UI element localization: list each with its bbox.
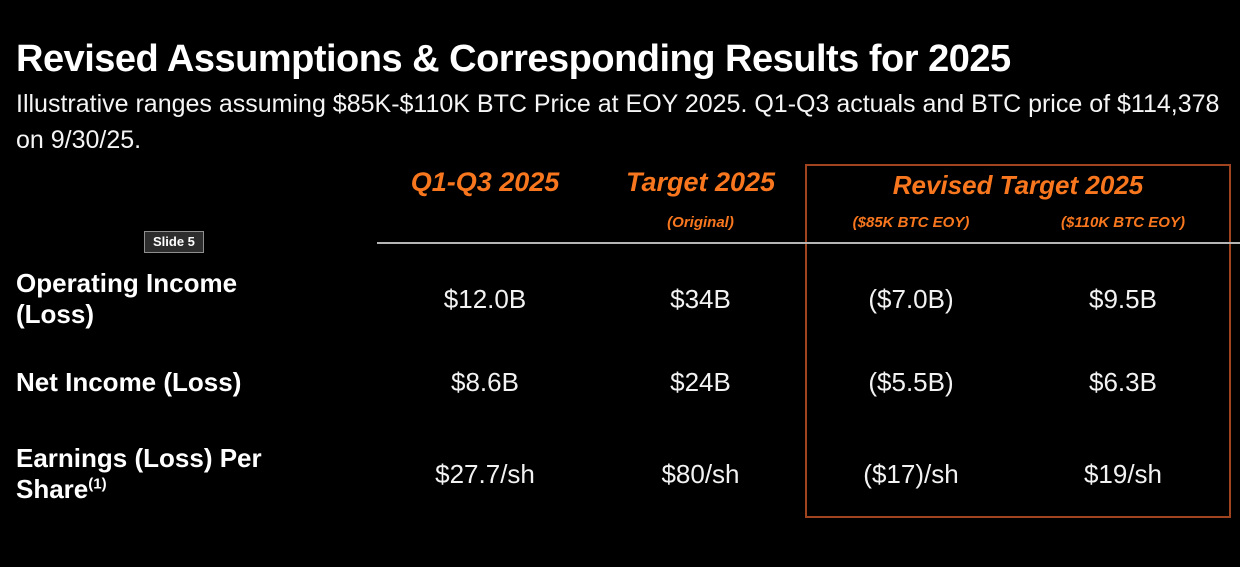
cell-operating-revised-110k: $9.5B: [1089, 283, 1157, 314]
row-label-earnings-per-share: Earnings (Loss) Per Share(1): [0, 443, 316, 505]
cell-net-revised-110k: $6.3B: [1089, 366, 1157, 397]
cell-eps-target: $80/sh: [661, 458, 740, 489]
cell-net-target: $24B: [670, 366, 731, 397]
row-label-footnote: (1): [88, 475, 107, 493]
cell-eps-revised-110k: $19/sh: [1083, 458, 1163, 489]
cell-eps-revised-85k: ($17)/sh: [863, 458, 959, 489]
slide-subtitle: Illustrative ranges assuming $85K-$110K …: [16, 90, 1220, 154]
row-label-operating-income: Operating Income (Loss): [0, 268, 316, 330]
column-subheader-110k-btc-eoy: ($110K BTC EOY): [1061, 214, 1185, 231]
table-row-operating-income: Operating Income (Loss) $12.0B $34B ($7.…: [0, 268, 1230, 329]
cell-eps-q1q3: $27.7/sh: [435, 458, 535, 489]
row-label-net-income: Net Income (Loss): [0, 367, 316, 398]
slide-title: Revised Assumptions & Corresponding Resu…: [16, 38, 1011, 81]
cell-operating-q1q3: $12.0B: [443, 283, 527, 314]
row-label-text: Net Income (Loss): [16, 366, 242, 397]
row-label-text: Operating Income (Loss): [16, 268, 238, 329]
cell-net-revised-85k: ($5.5B): [868, 366, 954, 397]
column-header-target-2025: Target 2025: [625, 167, 776, 197]
header-separator-line: [377, 242, 1240, 244]
row-label-text: Earnings (Loss) Per Share: [16, 443, 262, 504]
column-header-q1q3-2025: Q1-Q3 2025: [410, 167, 560, 197]
revised-target-group-box: [805, 164, 1231, 518]
column-subheader-85k-btc-eoy: ($85K BTC EOY): [852, 214, 970, 231]
column-subheader-original: (Original): [667, 214, 734, 231]
cell-operating-target: $34B: [670, 283, 731, 314]
table-row-earnings-per-share: Earnings (Loss) Per Share(1) $27.7/sh $8…: [0, 442, 1230, 506]
column-group-header-revised-target-2025: Revised Target 2025: [892, 170, 1144, 200]
cell-operating-revised-85k: ($7.0B): [868, 283, 954, 314]
table-row-net-income: Net Income (Loss) $8.6B $24B ($5.5B) $6.…: [0, 358, 1230, 406]
cell-net-q1q3: $8.6B: [451, 366, 519, 397]
slide-number-badge: Slide 5: [144, 231, 204, 253]
